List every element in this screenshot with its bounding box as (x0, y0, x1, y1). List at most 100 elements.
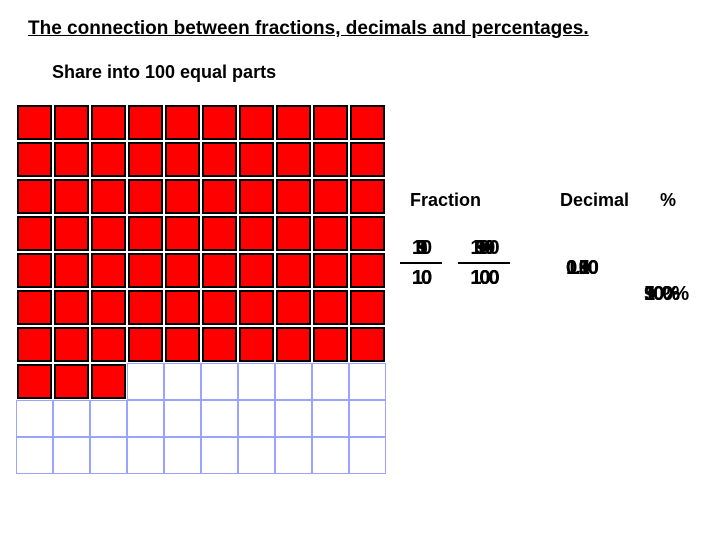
grid-cell-filled (165, 253, 200, 288)
grid-cell-empty (164, 363, 201, 400)
grid-cell-filled (54, 105, 89, 140)
grid-cell-filled (128, 253, 163, 288)
grid-cell-filled (165, 290, 200, 325)
grid-cell-filled (128, 327, 163, 362)
grid-cell-filled (54, 253, 89, 288)
grid-cell-filled (17, 179, 52, 214)
header-fraction: Fraction (410, 190, 560, 211)
grid-cell-filled (313, 142, 348, 177)
grid-cell-empty (312, 437, 349, 474)
grid-cell-filled (128, 105, 163, 140)
grid-cell-filled (202, 179, 237, 214)
grid-cell-filled (91, 253, 126, 288)
grid-cell-filled (276, 290, 311, 325)
grid-cell-filled (276, 327, 311, 362)
value-headers: Fraction Decimal % (410, 190, 710, 211)
grid-cell-filled (165, 142, 200, 177)
grid-cell-filled (276, 216, 311, 251)
grid-cell-filled (202, 253, 237, 288)
grid-cell-filled (54, 179, 89, 214)
grid-cell-empty (16, 400, 53, 437)
grid-cell-filled (91, 290, 126, 325)
grid-cell-empty (127, 437, 164, 474)
grid-cell-filled (128, 216, 163, 251)
decimal-value: 0.100.500.901.00 (566, 257, 720, 283)
page-title: The connection between fractions, decima… (28, 18, 589, 40)
grid-cell-empty (127, 363, 164, 400)
grid-cell-filled (165, 216, 200, 251)
grid-cell-empty (53, 437, 90, 474)
grid-cell-filled (91, 142, 126, 177)
values-row: 15910 10101010 105090100 100100100100 0.… (396, 235, 716, 315)
grid-cell-filled (91, 179, 126, 214)
grid-cell-empty (312, 400, 349, 437)
grid-cell-filled (128, 290, 163, 325)
grid-cell-filled (239, 216, 274, 251)
grid-cell-filled (239, 327, 274, 362)
grid-cell-empty (312, 363, 349, 400)
fraction-small: 15910 10101010 (396, 235, 446, 291)
grid-cell-filled (128, 142, 163, 177)
grid-cell-filled (202, 216, 237, 251)
grid-cell-filled (54, 290, 89, 325)
grid-cell-empty (201, 363, 238, 400)
grid-cell-filled (202, 327, 237, 362)
grid-cell-filled (202, 290, 237, 325)
hundred-grid (16, 104, 386, 474)
grid-cell-filled (350, 290, 385, 325)
grid-cell-filled (165, 105, 200, 140)
grid-cell-filled (54, 216, 89, 251)
grid-cell-filled (17, 364, 52, 399)
grid-cell-filled (165, 179, 200, 214)
subtitle: Share into 100 equal parts (52, 62, 276, 83)
grid-cell-filled (313, 105, 348, 140)
grid-cell-filled (313, 253, 348, 288)
grid-cell-filled (54, 327, 89, 362)
grid-cell-filled (54, 364, 89, 399)
grid-cell-empty (238, 400, 275, 437)
grid-cell-empty (53, 400, 90, 437)
percent-value: 10%50%90%100% (644, 283, 720, 309)
grid-cell-empty (349, 437, 386, 474)
grid-cell-filled (128, 179, 163, 214)
fraction-large: 105090100 100100100100 (454, 235, 514, 291)
grid-cell-filled (350, 327, 385, 362)
grid-cell-filled (313, 216, 348, 251)
grid-cell-filled (239, 253, 274, 288)
grid-cell-filled (239, 290, 274, 325)
grid-cell-empty (349, 400, 386, 437)
grid-cell-empty (164, 437, 201, 474)
grid-cell-filled (239, 179, 274, 214)
grid-cell-filled (276, 179, 311, 214)
grid-cell-empty (238, 437, 275, 474)
grid-cell-filled (165, 327, 200, 362)
grid-cell-empty (90, 400, 127, 437)
grid-cell-filled (239, 105, 274, 140)
grid-cell-filled (276, 105, 311, 140)
grid-cell-empty (238, 363, 275, 400)
grid-cell-empty (275, 400, 312, 437)
grid-cell-filled (313, 327, 348, 362)
grid-cell-filled (350, 179, 385, 214)
grid-cell-empty (90, 437, 127, 474)
grid-cell-filled (54, 142, 89, 177)
grid-cell-empty (275, 437, 312, 474)
grid-cell-empty (16, 437, 53, 474)
grid-cell-filled (202, 142, 237, 177)
grid-cell-filled (17, 216, 52, 251)
grid-cell-filled (17, 105, 52, 140)
grid-cell-filled (91, 364, 126, 399)
grid-cell-empty (201, 437, 238, 474)
grid-cell-filled (276, 253, 311, 288)
grid-cell-empty (275, 363, 312, 400)
grid-cell-filled (313, 290, 348, 325)
grid-cell-filled (91, 216, 126, 251)
grid-cell-empty (164, 400, 201, 437)
grid-cell-filled (91, 105, 126, 140)
grid-cell-empty (349, 363, 386, 400)
grid-cell-filled (239, 142, 274, 177)
grid-cell-filled (17, 253, 52, 288)
grid-cell-empty (201, 400, 238, 437)
grid-cell-filled (17, 142, 52, 177)
grid-cell-filled (17, 290, 52, 325)
